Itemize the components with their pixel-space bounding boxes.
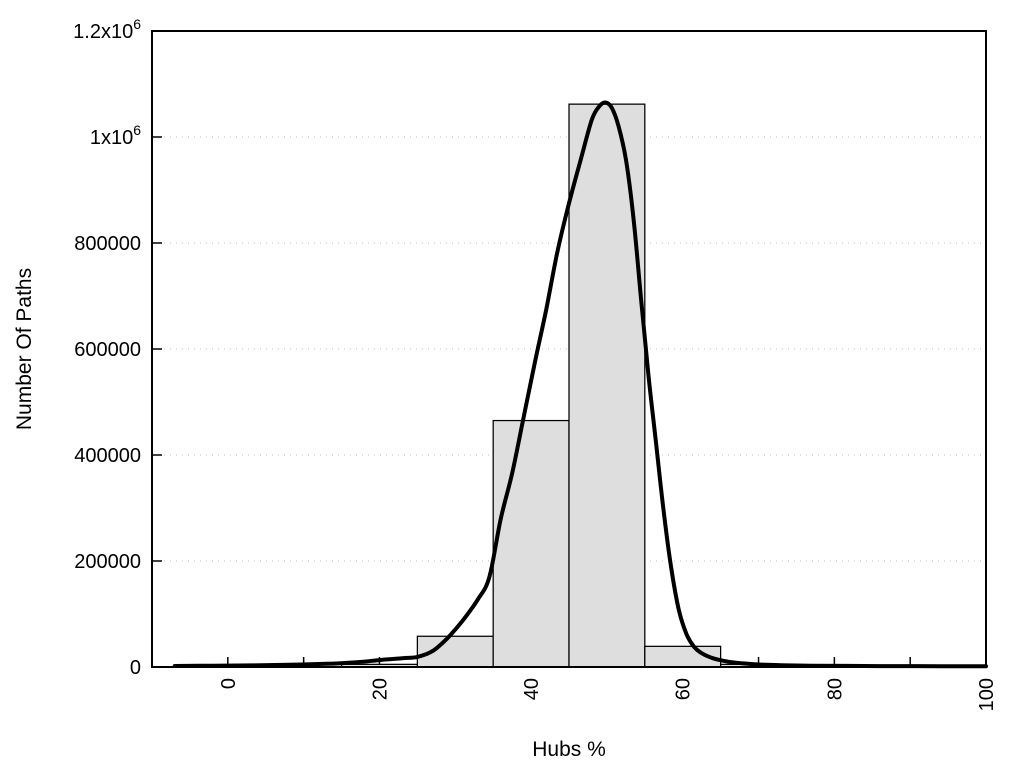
y-axis-title: Number Of Paths: [13, 267, 36, 431]
x-tick-label: 60: [673, 678, 695, 700]
x-axis-title: Hubs %: [532, 738, 606, 761]
y-tick-label: 200000: [74, 551, 141, 573]
density-curve: [172, 100, 988, 669]
y-tick-label: 800000: [74, 233, 141, 255]
x-tick-label: 20: [369, 678, 391, 700]
x-tick-label: 100: [976, 678, 998, 711]
plot-border: [151, 30, 987, 668]
histogram-bar: [568, 103, 646, 668]
x-tick-label: 0: [218, 678, 240, 689]
histogram-bar: [492, 419, 570, 668]
y-tick-label: 1.2x106: [73, 16, 141, 43]
x-tick-label: 40: [521, 678, 543, 700]
y-tick-label: 1x106: [90, 122, 141, 149]
x-tick-label: 80: [824, 678, 846, 700]
y-tick-label: 600000: [74, 339, 141, 361]
y-tick-label: 0: [130, 657, 141, 679]
y-tick-label: 400000: [74, 445, 141, 467]
